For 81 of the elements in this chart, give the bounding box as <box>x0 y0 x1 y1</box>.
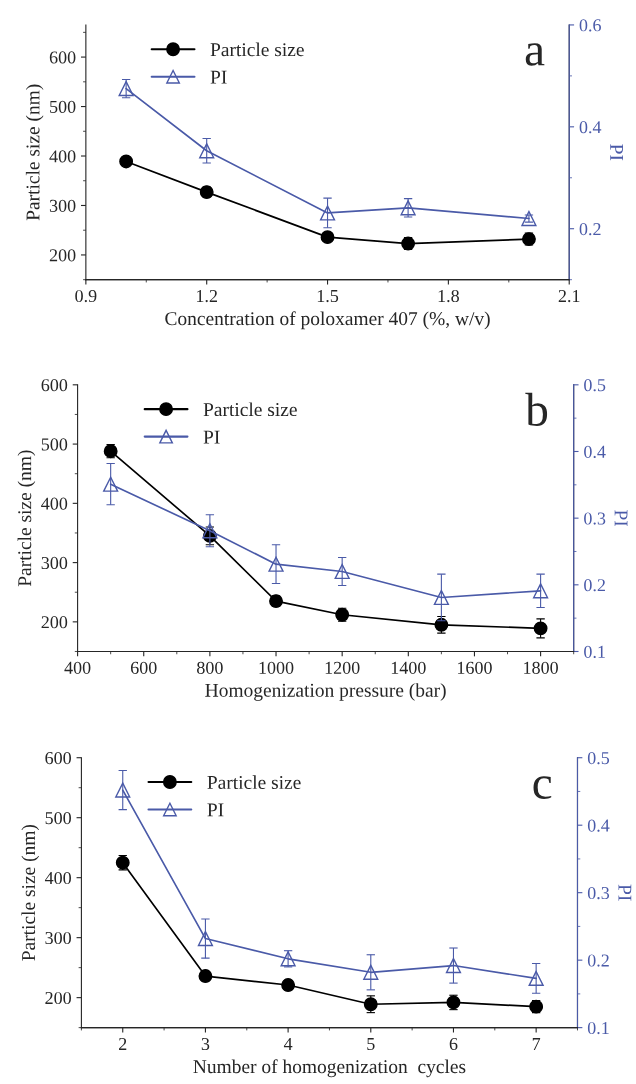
y-tick-label: 600 <box>45 751 71 765</box>
x-tick-label: 1000 <box>259 661 294 674</box>
y2-tick-label: 0.4 <box>584 445 606 459</box>
legend-label: PI <box>203 430 220 444</box>
y-tick-label: 300 <box>49 199 76 212</box>
y-tick-label: 400 <box>41 497 68 510</box>
y2-axis-title: PI <box>614 510 628 527</box>
y2-axis-title: PI <box>610 144 623 161</box>
x-tick-label: 3 <box>201 1037 210 1051</box>
y2-tick-label: 0.1 <box>584 645 605 659</box>
y2-tick-label: 0.2 <box>587 954 609 967</box>
point <box>103 476 119 492</box>
x-tick-label: 1200 <box>325 661 360 674</box>
x-tick-label: 600 <box>130 661 157 674</box>
chart-title: c <box>533 776 552 800</box>
y2-tick-label: 0.5 <box>584 379 606 392</box>
x-tick-label: 5 <box>367 1038 375 1051</box>
y2-tick-label: 0.3 <box>584 512 606 525</box>
x-tick-label: 1.8 <box>438 289 459 303</box>
x-tick-label: 2 <box>119 1037 127 1050</box>
y2-tick-label: 0.3 <box>587 886 610 900</box>
y-tick-label: 300 <box>45 931 71 945</box>
y-axis-title: Particle size (nm) <box>17 450 36 587</box>
y2-tick-label: 0.2 <box>584 579 605 592</box>
legend-label: Particle size <box>203 402 297 417</box>
x-tick-label: 1600 <box>457 661 492 674</box>
y-tick-label: 200 <box>41 616 68 629</box>
x-tick-label: 6 <box>449 1037 458 1051</box>
chart-title: b <box>525 392 548 427</box>
y-tick-label: 400 <box>49 150 76 163</box>
point <box>521 210 537 227</box>
x-tick-label: 0.9 <box>75 289 97 303</box>
point <box>334 563 350 580</box>
x-tick-label: 2.1 <box>558 289 580 303</box>
x-tick-label: 4 <box>283 1038 293 1050</box>
x-axis-title: Concentration of poloxamer 407 (%, w/v) <box>165 311 490 330</box>
x-tick-label: 1800 <box>524 661 558 674</box>
x-tick-label: 1.2 <box>197 289 217 303</box>
point <box>363 964 379 980</box>
y-tick-label: 400 <box>44 871 71 885</box>
x-tick-label: 1400 <box>391 661 426 674</box>
point <box>320 230 335 245</box>
chart-title: a <box>525 43 545 66</box>
y2-tick-label: 0.4 <box>579 121 602 134</box>
legend-label: Particle size <box>207 775 301 790</box>
y-tick-label: 500 <box>41 438 68 451</box>
point <box>268 556 284 572</box>
x-axis-title: Homogenization pressure (bar) <box>205 683 446 701</box>
point <box>119 154 134 169</box>
y2-tick-label: 0.5 <box>587 751 610 765</box>
point <box>532 583 549 599</box>
y2-axis-title: PI <box>618 884 632 901</box>
legend-label: PI <box>210 70 227 84</box>
y-tick-label: 200 <box>49 249 76 262</box>
point <box>528 970 544 987</box>
legend-label: PI <box>207 803 224 817</box>
x-tick-label: 7 <box>532 1038 541 1050</box>
y2-tick-label: 0.4 <box>587 819 610 832</box>
point <box>445 957 462 974</box>
y2-tick-label: 0.6 <box>579 19 601 32</box>
y-axis-title: Particle size (nm) <box>21 824 40 961</box>
point <box>433 589 450 606</box>
x-tick-label: 800 <box>197 661 223 674</box>
y-tick-label: 500 <box>50 100 76 113</box>
y2-tick-label: 0.1 <box>587 1021 609 1035</box>
legend-label: Particle size <box>210 42 304 57</box>
point <box>202 523 218 539</box>
point <box>115 782 131 798</box>
y-tick-label: 200 <box>45 991 71 1005</box>
y-tick-label: 600 <box>41 379 68 392</box>
y-axis-title: Particle size (nm) <box>25 84 44 221</box>
point <box>199 143 215 159</box>
y2-tick-label: 0.2 <box>579 222 601 236</box>
x-tick-label: 400 <box>64 661 91 674</box>
x-tick-label: 1.5 <box>317 290 339 303</box>
point <box>319 205 336 221</box>
y-tick-label: 300 <box>41 556 68 570</box>
point <box>197 930 214 947</box>
y-tick-label: 500 <box>45 811 71 825</box>
y-tick-label: 600 <box>49 51 76 64</box>
x-axis-title: Number of homogenization cycles <box>193 1059 466 1078</box>
